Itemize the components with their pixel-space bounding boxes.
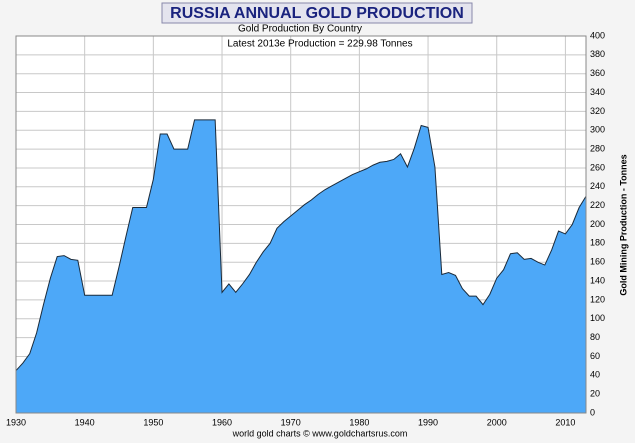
x-tick-label: 1930 [6,417,26,427]
y-tick-label: 340 [590,87,605,97]
y-axis-label: Gold Mining Production - Tonnes [618,154,628,295]
x-tick-label: 1960 [212,417,232,427]
y-tick-label: 260 [590,162,605,172]
title-box [161,2,473,24]
y-tick-label: 40 [590,370,600,380]
plot-border [15,35,587,414]
y-tick-label: 60 [590,351,600,361]
area [16,119,586,413]
y-tick-label: 120 [590,294,605,304]
x-tick-label: 1950 [143,417,163,427]
y-tick-label: 360 [590,68,605,78]
annotation: Latest 2013e Production = 229.98 Tonnes [227,39,412,50]
y-tick-label: 320 [590,106,605,116]
y-tick-label: 0 [590,407,595,417]
x-tick-label: 1980 [349,417,369,427]
y-tick-label: 240 [590,181,605,191]
y-tick-label: 20 [590,389,600,399]
y-tick-label: 400 [590,30,605,40]
y-tick-label: 200 [590,219,605,229]
x-tick-label: 1970 [281,417,301,427]
y-tick-label: 380 [590,49,605,59]
marks [15,119,587,413]
y-tick-label: 80 [590,332,600,342]
x-tick-label: 2000 [487,417,507,427]
chart-subtitle: Gold Production By Country [238,24,362,35]
y-tick-label: 180 [590,238,605,248]
footer: world gold charts © www.goldchartsrus.co… [232,428,408,438]
chart-title: RUSSIA ANNUAL GOLD PRODUCTION [170,5,464,22]
y-tick-label: 100 [590,313,605,323]
y-tick-label: 280 [590,143,605,153]
area-outline [15,119,587,371]
x-tick-label: 2010 [555,417,575,427]
x-tick-label: 1940 [75,417,95,427]
y-tick-label: 160 [590,257,605,267]
y-tick-label: 140 [590,275,605,285]
y-tick-label: 220 [590,200,605,210]
x-tick-label: 1990 [418,417,438,427]
y-tick-label: 300 [590,125,605,135]
